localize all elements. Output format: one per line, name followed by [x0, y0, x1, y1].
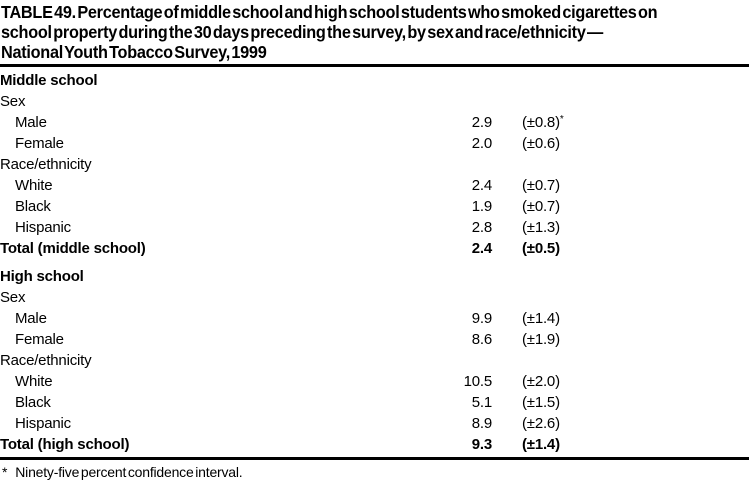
row-ci: (±2.6)	[522, 415, 560, 432]
table-row-black: Black 1.9 (±0.7)	[0, 196, 749, 217]
row-value	[458, 350, 492, 371]
table-title-line-2: school property during the 30 days prece…	[1, 22, 604, 42]
row-ci: (±1.4)	[522, 310, 560, 327]
row-label: Sex	[0, 93, 26, 110]
row-value	[458, 70, 492, 91]
row-ci: (±0.6)	[522, 135, 560, 152]
footnote: * Ninety-five percent confidence interval…	[0, 464, 749, 480]
table-row-female: Female 8.6 (±1.9)	[0, 329, 749, 350]
table-row-sex: Sex	[0, 91, 749, 112]
row-value	[458, 91, 492, 112]
row-label: Total (high school)	[0, 436, 130, 453]
row-label: White	[15, 177, 53, 194]
row-ci: (±0.8)*	[522, 112, 564, 133]
top-rule	[0, 64, 749, 67]
table-row-hispanic: Hispanic 2.8 (±1.3)	[0, 217, 749, 238]
row-value: 8.6	[471, 331, 492, 348]
row-label: Male	[15, 114, 47, 131]
table-title-line-3: National Youth Tobacco Survey, 1999	[1, 42, 267, 62]
table-row-sex: Sex	[0, 287, 749, 308]
footnote-marker-ref: *	[559, 114, 564, 125]
row-value: 1.9	[471, 198, 492, 215]
table-row-white: White 2.4 (±0.7)	[0, 175, 749, 196]
table-row-male: Male 2.9 (±0.8)*	[0, 112, 749, 133]
row-value: 2.4	[471, 240, 492, 257]
row-label: Female	[15, 331, 64, 348]
row-label: Sex	[0, 289, 26, 306]
row-value	[458, 266, 492, 287]
row-ci: (±1.9)	[522, 331, 560, 348]
table-title: TABLE 49. Percentage of middle school an…	[0, 0, 749, 62]
row-ci: (±1.3)	[522, 219, 560, 236]
row-value: 9.9	[471, 310, 492, 327]
row-label: Race/ethnicity	[0, 352, 92, 369]
row-value: 2.0	[471, 135, 492, 152]
table-row-black: Black 5.1 (±1.5)	[0, 392, 749, 413]
ci-text: (±0.8)	[522, 114, 560, 131]
table-row-race-ethnicity: Race/ethnicity	[0, 350, 749, 371]
table-row-race-ethnicity: Race/ethnicity	[0, 154, 749, 175]
table-row-female: Female 2.0 (±0.6)	[0, 133, 749, 154]
row-label: Middle school	[0, 72, 98, 89]
row-label: Hispanic	[15, 219, 71, 236]
row-label: High school	[0, 268, 84, 285]
row-label: Male	[15, 310, 47, 327]
row-label: Total (middle school)	[0, 240, 146, 257]
row-label: Female	[15, 135, 64, 152]
table-title-line-1: TABLE 49. Percentage of middle school an…	[1, 2, 658, 22]
row-value: 2.4	[471, 177, 492, 194]
table-row-total-high-school: Total (high school) 9.3 (±1.4)	[0, 434, 749, 455]
row-label: Hispanic	[15, 415, 71, 432]
row-ci: (±0.5)	[522, 240, 560, 257]
table-row-white: White 10.5 (±2.0)	[0, 371, 749, 392]
row-label: White	[15, 373, 53, 390]
row-label: Black	[15, 198, 51, 215]
table-row-male: Male 9.9 (±1.4)	[0, 308, 749, 329]
row-value	[458, 287, 492, 308]
row-ci: (±1.4)	[522, 436, 560, 453]
table-row-high-school: High school	[0, 266, 749, 287]
row-ci: (±1.5)	[522, 394, 560, 411]
table-row-middle-school: Middle school	[0, 70, 749, 91]
row-value: 9.3	[471, 436, 492, 453]
row-value: 2.8	[471, 219, 492, 236]
row-value	[458, 154, 492, 175]
row-ci: (±0.7)	[522, 198, 560, 215]
row-label: Black	[15, 394, 51, 411]
footnote-text: Ninety-five percent confidence interval.	[15, 464, 243, 480]
data-table: Middle school Sex Male 2.9 (±0.8)* Femal…	[0, 70, 749, 455]
row-label: Race/ethnicity	[0, 156, 92, 173]
row-value: 5.1	[471, 394, 492, 411]
row-ci: (±0.7)	[522, 177, 560, 194]
table-row-hispanic: Hispanic 8.9 (±2.6)	[0, 413, 749, 434]
bottom-rule	[0, 457, 749, 460]
table-row-total-middle-school: Total (middle school) 2.4 (±0.5)	[0, 238, 749, 259]
row-value: 10.5	[463, 373, 493, 390]
row-value: 8.9	[471, 415, 492, 432]
row-ci: (±2.0)	[522, 373, 560, 390]
footnote-marker: *	[2, 464, 8, 480]
row-value: 2.9	[471, 114, 492, 131]
